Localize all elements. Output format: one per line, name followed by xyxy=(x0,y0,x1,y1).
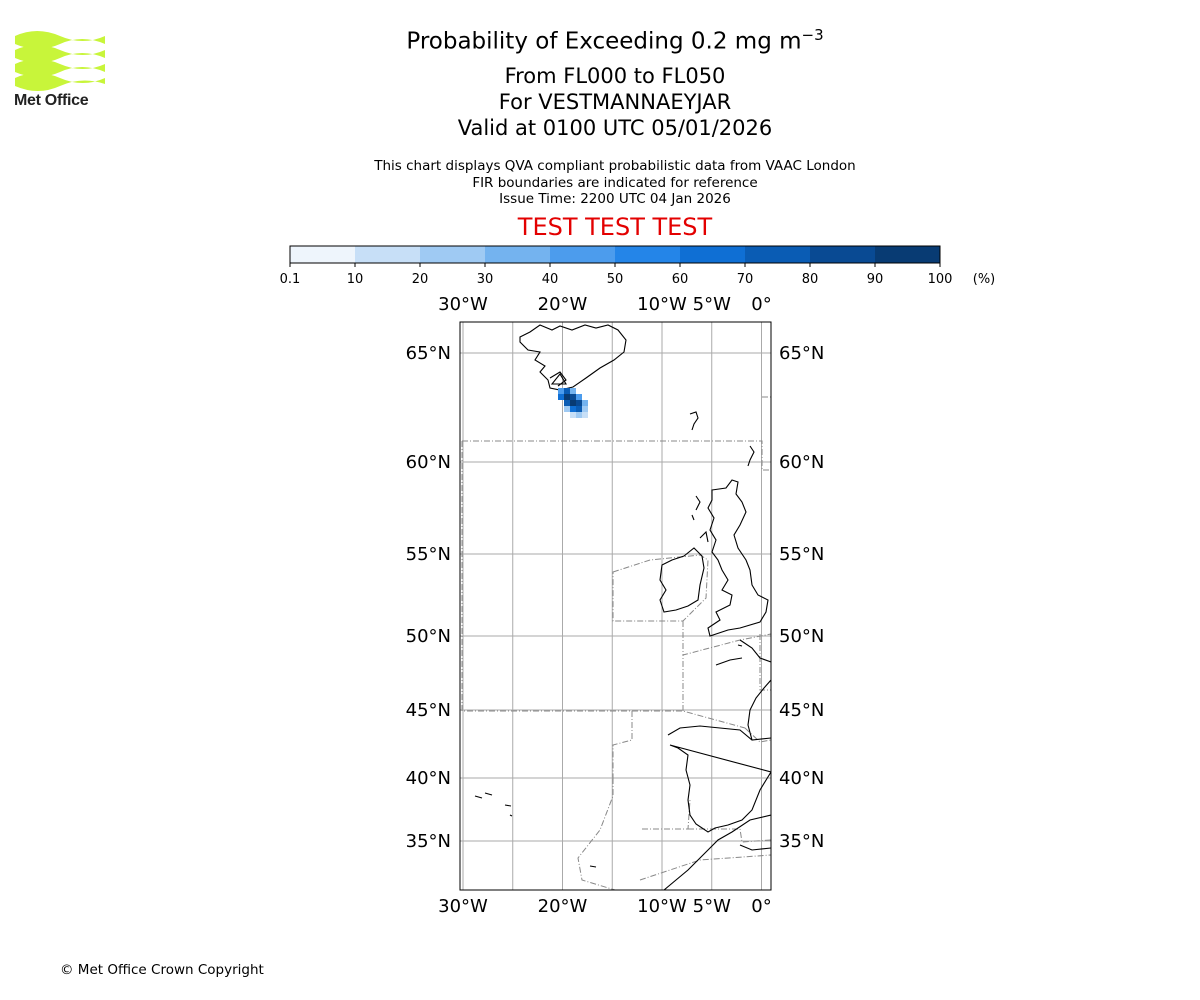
latitude-label: 55°N xyxy=(406,544,451,565)
gridlines xyxy=(460,322,771,890)
probability-cell xyxy=(564,400,570,406)
longitude-label: 5°W xyxy=(693,294,731,315)
colorbar-segment xyxy=(745,246,811,263)
latitude-label: 60°N xyxy=(406,452,451,473)
colorbar-tick-label: 20 xyxy=(412,272,429,287)
probability-cell xyxy=(570,406,576,412)
copyright-notice: © Met Office Crown Copyright xyxy=(60,962,264,978)
longitude-label: 0° xyxy=(751,294,771,315)
colorbar-segment xyxy=(875,246,941,263)
longitude-label: 10°W xyxy=(637,294,687,315)
longitude-label: 20°W xyxy=(538,896,588,917)
colorbar-tick-label: 10 xyxy=(347,272,364,287)
colorbar-tick-label: 0.1 xyxy=(280,272,301,287)
longitude-label: 30°W xyxy=(438,294,488,315)
probability-cell xyxy=(570,412,576,418)
probability-cell xyxy=(582,400,588,406)
probability-cell xyxy=(564,394,570,400)
probability-cell xyxy=(582,406,588,412)
probability-cell xyxy=(558,394,564,400)
colorbar: 0.1 10 20 30 40 50 60 70 80 90 100 (%) xyxy=(280,245,996,287)
fir-boundaries xyxy=(461,396,771,890)
probability-cell xyxy=(582,412,588,418)
axis-labels: 30°W 30°W 20°W 20°W 10°W 10°W 5°W 5°W 0° 0° 65°N 65… xyxy=(406,294,825,917)
probability-cell xyxy=(576,400,582,406)
probability-cell xyxy=(576,394,582,400)
flight-level-range: From FL000 to FL050 xyxy=(504,64,726,88)
latitude-label: 65°N xyxy=(406,343,451,364)
probability-cell xyxy=(564,388,570,394)
colorbar-tick-label: 100 xyxy=(928,272,953,287)
chart-description: This chart displays QVA compliant probab… xyxy=(374,158,856,207)
latitude-label: 50°N xyxy=(406,626,451,647)
probability-cell xyxy=(558,388,564,394)
longitude-label: 5°W xyxy=(693,896,731,917)
longitude-label: 30°W xyxy=(438,896,488,917)
colorbar-segment xyxy=(420,246,486,263)
longitude-label: 10°W xyxy=(637,896,687,917)
colorbar-tick-label: 40 xyxy=(542,272,559,287)
colorbar-tick-label: 80 xyxy=(802,272,819,287)
latitude-label: 60°N xyxy=(779,452,824,473)
test-banner: TEST TEST TEST xyxy=(517,213,713,241)
latitude-label: 45°N xyxy=(406,700,451,721)
latitude-label: 45°N xyxy=(779,700,824,721)
chart-title: Probability of Exceeding 0.2 mg m−3 xyxy=(406,26,824,55)
coastlines xyxy=(474,324,771,890)
probability-cell xyxy=(570,400,576,406)
probability-cell xyxy=(570,388,576,394)
latitude-label: 40°N xyxy=(779,768,824,789)
longitude-label: 20°W xyxy=(538,294,588,315)
colorbar-tick-label: 50 xyxy=(607,272,624,287)
map-frame xyxy=(459,321,772,891)
valid-time: Valid at 0100 UTC 05/01/2026 xyxy=(457,116,773,140)
colorbar-segment xyxy=(810,246,876,263)
location-name: For VESTMANNAEYJAR xyxy=(498,90,732,114)
colorbar-tick-label: 30 xyxy=(477,272,494,287)
latitude-label: 55°N xyxy=(779,544,824,565)
colorbar-segment xyxy=(615,246,681,263)
colorbar-segment xyxy=(290,246,356,263)
chart-subtitle: From FL000 to FL050 For VESTMANNAEYJAR V… xyxy=(0,63,1200,141)
latitude-label: 40°N xyxy=(406,768,451,789)
longitude-label: 0° xyxy=(751,896,771,917)
probability-cell xyxy=(564,406,570,412)
colorbar-segment xyxy=(680,246,746,263)
colorbar-segment xyxy=(355,246,421,263)
probability-cell xyxy=(576,406,582,412)
colorbar-segment xyxy=(485,246,551,263)
latitude-label: 35°N xyxy=(406,831,451,852)
probability-field xyxy=(558,388,588,418)
probability-cell xyxy=(570,394,576,400)
colorbar-tick-label: 60 xyxy=(672,272,689,287)
met-office-logo-text: Met Office xyxy=(14,92,89,109)
probability-cell xyxy=(576,412,582,418)
map-panel xyxy=(459,321,772,891)
met-office-wave-icon xyxy=(15,31,105,91)
colorbar-tick-label: 90 xyxy=(867,272,884,287)
colorbar-unit: (%) xyxy=(973,272,996,287)
latitude-label: 35°N xyxy=(779,831,824,852)
latitude-label: 50°N xyxy=(779,626,824,647)
colorbar-tick-label: 70 xyxy=(737,272,754,287)
colorbar-segment xyxy=(550,246,616,263)
latitude-label: 65°N xyxy=(779,343,824,364)
